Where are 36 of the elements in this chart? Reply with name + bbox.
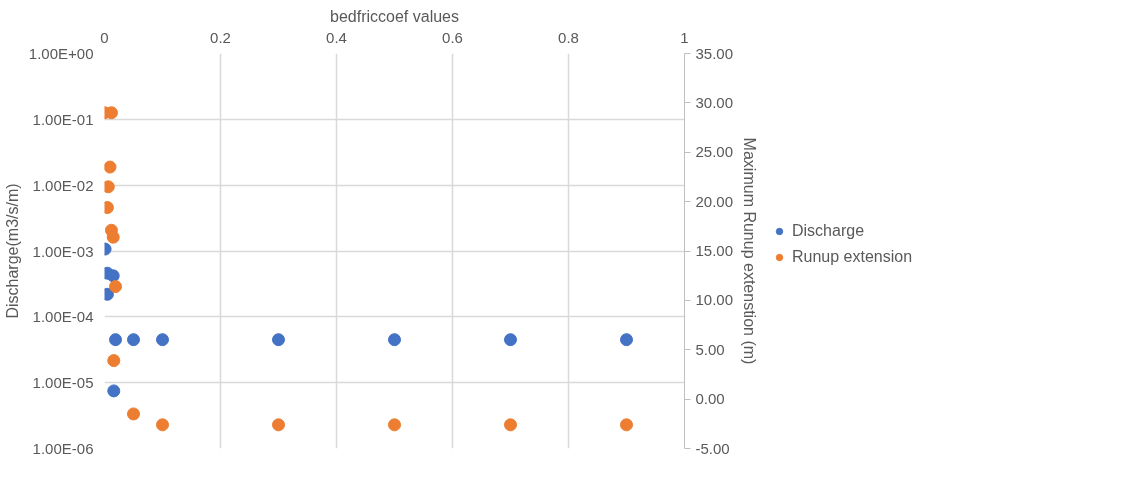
- point: [620, 333, 633, 347]
- point: [156, 333, 169, 347]
- point: [109, 333, 123, 347]
- x-tick-label: 0.8: [558, 28, 579, 46]
- y2-tick-label: 20.00: [695, 192, 734, 210]
- y-tick-label: 1.00E-02: [32, 176, 94, 194]
- point: [388, 333, 401, 347]
- y2-tick-label: 25.00: [695, 143, 734, 161]
- point: [106, 269, 120, 283]
- x-tick-label: 0.2: [210, 28, 231, 46]
- y-tick-label: 1.00E-04: [32, 308, 94, 326]
- y2-tick-label: 5.00: [695, 340, 725, 358]
- y2-axis-title: Maximum Runup extenstion (m): [741, 137, 759, 365]
- point: [127, 333, 140, 347]
- y-tick-label: 1.00E-05: [32, 374, 94, 392]
- y2-tick-label: 15.00: [695, 242, 734, 259]
- legend-label: Discharge: [792, 222, 865, 240]
- chart-title: bedfriccoef values: [330, 7, 459, 25]
- x-tick-label: 1: [680, 28, 689, 46]
- point: [272, 333, 285, 347]
- y2-tick-label: 30.00: [695, 93, 734, 111]
- x-tick-label: 0.4: [326, 28, 347, 46]
- x-tick-label: 0: [100, 28, 109, 46]
- y2-tick-label: 0.00: [695, 390, 725, 408]
- legend-label: Runup extension: [792, 248, 913, 266]
- y2-tick-label: -5.00: [695, 439, 730, 457]
- y-tick-label: 1.00E-06: [32, 440, 94, 457]
- x-tick-label: 0.6: [442, 28, 463, 46]
- y2-tick-label: 10.00: [695, 291, 734, 309]
- y-tick-label: 1.00E-03: [32, 242, 94, 260]
- point: [504, 333, 517, 347]
- y2-tick-label: 35.00: [695, 44, 734, 62]
- point: [107, 384, 121, 398]
- y-axis-title: Discharge(m3/s/m): [3, 183, 21, 319]
- y-tick-label: 1.00E-01: [32, 110, 94, 128]
- y-tick-label: 1.00E+00: [28, 45, 94, 62]
